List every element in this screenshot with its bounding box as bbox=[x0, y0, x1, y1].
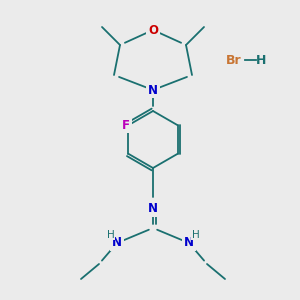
Text: N: N bbox=[148, 83, 158, 97]
Text: N: N bbox=[148, 202, 158, 215]
Text: H: H bbox=[106, 230, 114, 240]
Text: F: F bbox=[122, 119, 130, 132]
Text: Br: Br bbox=[226, 53, 242, 67]
Text: N: N bbox=[112, 236, 122, 250]
Text: N: N bbox=[184, 236, 194, 250]
Text: O: O bbox=[148, 23, 158, 37]
Text: H: H bbox=[256, 53, 266, 67]
Text: H: H bbox=[192, 230, 200, 240]
